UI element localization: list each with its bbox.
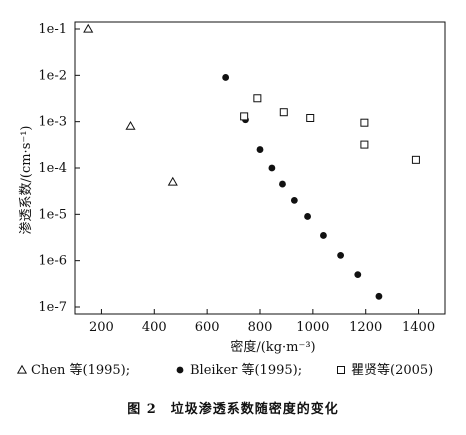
y-tick-label: 1e-3: [38, 115, 67, 130]
legend-qu-label: 瞿贤等(2005): [351, 362, 433, 378]
chen-point: [83, 23, 94, 33]
bleiker-point: [375, 292, 383, 300]
qu-point: [306, 113, 315, 122]
qu-point: [411, 155, 420, 164]
data-points: [83, 23, 420, 300]
bleiker-point: [268, 164, 276, 172]
x-tick-label: 200: [89, 320, 114, 335]
x-tick-label: 1200: [349, 320, 382, 335]
y-tick-label: 1e-7: [38, 300, 67, 315]
bleiker-point: [354, 271, 362, 279]
legend-chen-label: Chen 等(1995);: [31, 362, 130, 378]
qu-point: [240, 112, 249, 121]
legend: Chen 等(1995); Bleiker 等(1995); 瞿贤等(2005): [16, 362, 433, 378]
x-tick-label: 800: [248, 320, 273, 335]
plot-frame: [74, 21, 446, 315]
x-tick-label: 600: [195, 320, 220, 335]
x-tick-label: 1400: [402, 320, 435, 335]
y-tick-label: 1e-6: [38, 254, 67, 269]
legend-bleiker-marker: [176, 366, 184, 374]
y-tick-label: 1e-2: [38, 68, 67, 83]
bleiker-point: [304, 213, 311, 220]
qu-point: [360, 118, 369, 127]
qu-point: [360, 140, 369, 149]
plot-area: [74, 21, 446, 315]
y-tick-label: 1e-1: [38, 22, 67, 37]
bleiker-point: [320, 232, 327, 239]
bleiker-point: [337, 251, 345, 259]
bleiker-point: [290, 196, 298, 204]
chen-point: [167, 176, 178, 186]
chen-point: [125, 120, 136, 130]
x-axis: 200 400 600 800 1000 1200 1400: [89, 309, 435, 335]
qu-point: [279, 108, 288, 117]
bleiker-point: [279, 180, 286, 188]
y-tick-label: 1e-4: [38, 161, 67, 176]
legend-chen-marker: [16, 364, 28, 374]
x-tick-label: 1000: [296, 320, 329, 335]
figure-caption: 图 2 垃圾渗透系数随密度的变化: [127, 401, 339, 417]
legend-bleiker-label: Bleiker 等(1995);: [190, 362, 302, 378]
y-axis: 1e-1 1e-2 1e-3 1e-4 1e-5 1e-6 1e-7: [38, 22, 80, 315]
y-axis-title: 渗透系数/(cm·s⁻¹): [19, 125, 34, 234]
bleiker-point: [222, 74, 230, 81]
bleiker-point: [256, 146, 264, 153]
x-tick-label: 400: [142, 320, 167, 335]
qu-point: [253, 94, 262, 103]
x-axis-title: 密度/(kg·m⁻³): [230, 339, 315, 355]
y-tick-label: 1e-5: [38, 207, 67, 222]
legend-qu-marker: [337, 366, 345, 374]
